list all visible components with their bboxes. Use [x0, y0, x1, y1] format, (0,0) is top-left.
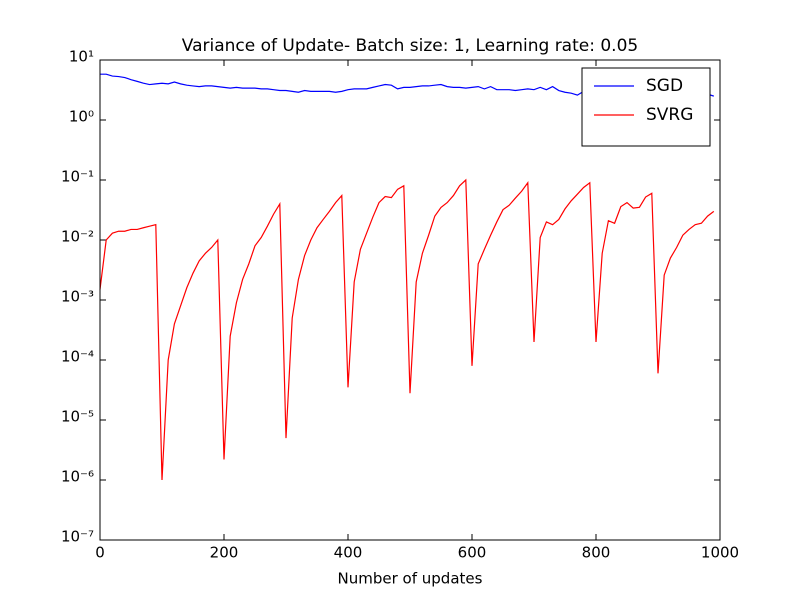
chart-title: Variance of Update- Batch size: 1, Learn… — [182, 36, 638, 56]
y-tick-label: 10⁻⁷ — [61, 528, 94, 546]
y-tick-label: 10⁻⁶ — [61, 468, 94, 486]
x-tick-label: 400 — [334, 544, 363, 562]
x-axis-label: Number of updates — [338, 570, 483, 588]
legend: SGD SVRG — [581, 67, 711, 147]
x-tick-label: 200 — [210, 544, 239, 562]
y-tick-label: 10⁰ — [69, 108, 94, 126]
plot-frame — [99, 59, 721, 541]
y-tick-label: 10¹ — [69, 48, 94, 66]
legend-label: SVRG — [646, 105, 693, 125]
series-line — [99, 178, 715, 481]
y-tick-label: 10⁻¹ — [61, 168, 94, 186]
x-tick-label: 800 — [582, 544, 611, 562]
x-tick-label: 0 — [95, 544, 105, 562]
y-tick-label: 10⁻⁴ — [61, 348, 94, 366]
y-tick-label: 10⁻² — [61, 228, 94, 246]
legend-label: SGD — [646, 76, 683, 96]
y-tick-label: 10⁻³ — [61, 288, 94, 306]
y-tick-label: 10⁻⁵ — [61, 408, 94, 426]
x-tick-label: 600 — [458, 544, 487, 562]
legend-box — [581, 67, 711, 147]
x-tick-label: 1000 — [701, 544, 739, 562]
